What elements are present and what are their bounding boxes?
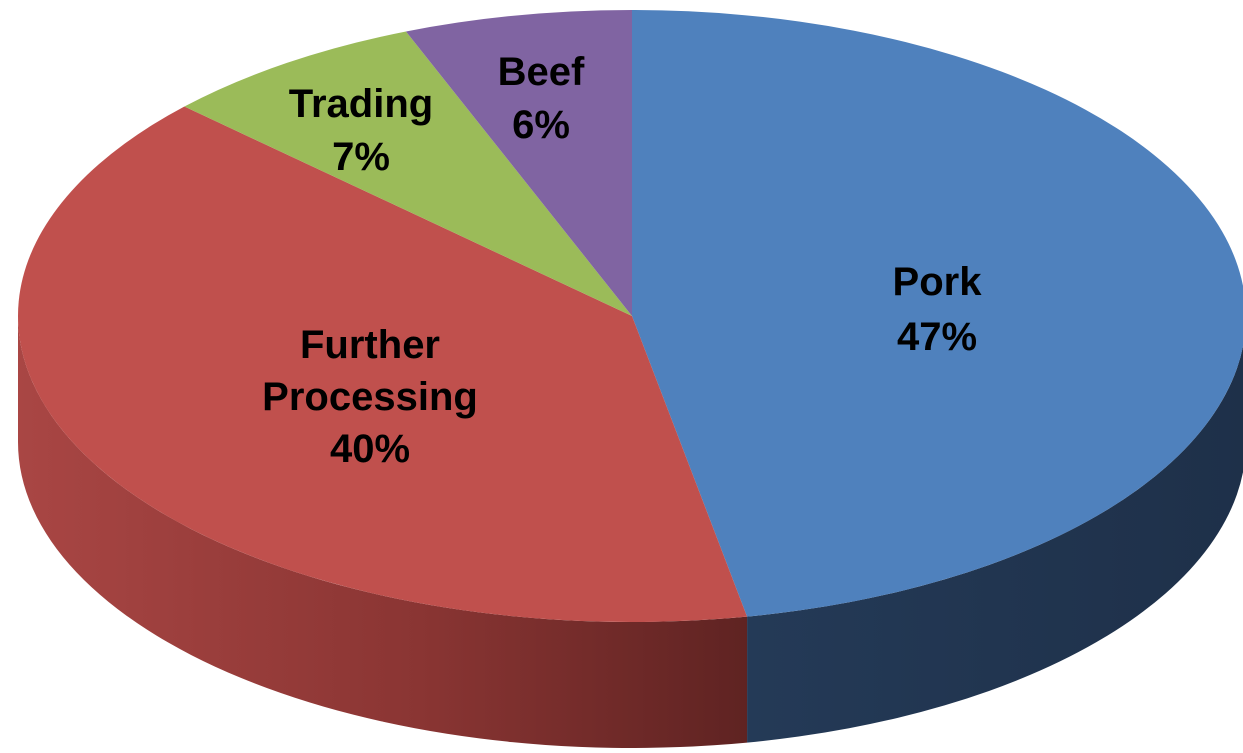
data-label-trading-name: Trading: [289, 82, 433, 126]
pie-side-pork: [747, 346, 1243, 743]
data-label-pork-value: 47%: [897, 315, 977, 359]
data-label-further-processing-value: 40%: [330, 427, 410, 471]
pie-slice-beef: [405, 10, 632, 316]
data-label-further-processing-name: Processing: [262, 375, 478, 419]
pie-slice-pork: [632, 10, 1243, 617]
data-label-pork-name: Pork: [893, 260, 983, 304]
pie-slice-further-processing: [17, 106, 748, 622]
pie-side-further-processing: [18, 316, 748, 748]
data-label-beef-value: 6%: [512, 103, 570, 147]
pie-slice-trading: [184, 31, 632, 316]
pie-tops: [17, 10, 1243, 622]
data-label-further-processing-name: Further: [300, 323, 440, 367]
data-label-beef-name: Beef: [498, 50, 585, 94]
pie-sides: [18, 316, 1243, 748]
pie-labels: Pork 47% Further Processing 40% Trading 7% Beef…: [262, 50, 982, 471]
data-label-trading-value: 7%: [332, 135, 390, 179]
